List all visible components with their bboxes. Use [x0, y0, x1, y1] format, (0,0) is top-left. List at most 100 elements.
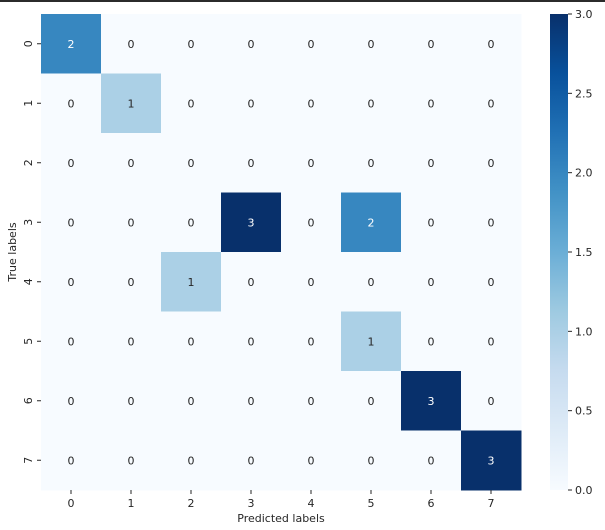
cell-value-label: 0 [188, 395, 195, 408]
cell-value-label: 0 [308, 395, 315, 408]
cell-value-label: 0 [308, 97, 315, 110]
heatmap-cell [401, 311, 462, 372]
cell-value-label: 0 [248, 335, 255, 348]
heatmap-cell [281, 430, 342, 491]
heatmap-cell [161, 73, 222, 134]
heatmap-cell [221, 252, 282, 312]
heatmap-cell [281, 73, 342, 134]
heatmap-cell [161, 14, 222, 74]
cell-value-label: 3 [248, 216, 255, 229]
cell-value-label: 0 [488, 335, 495, 348]
heatmap-cell [101, 192, 162, 253]
cell-value-label: 0 [488, 276, 495, 289]
heatmap-cell [41, 311, 102, 372]
x-tick-label: 1 [128, 497, 135, 510]
heatmap-cell [41, 252, 102, 312]
heatmap-cell [221, 192, 282, 253]
heatmap-cell [281, 133, 342, 193]
heatmap-cell [221, 14, 282, 74]
heatmap-cell [101, 73, 162, 134]
heatmap-cell [341, 14, 402, 74]
heatmap-cell [101, 311, 162, 372]
heatmap-cell [461, 252, 522, 312]
heatmap-cell [41, 430, 102, 491]
y-tick-label: 7 [22, 457, 35, 464]
heatmap-cell [461, 311, 522, 372]
heatmap-cell [461, 371, 522, 431]
y-tick-label: 1 [22, 100, 35, 107]
cell-value-label: 0 [488, 38, 495, 51]
y-tick-label: 4 [22, 278, 35, 285]
y-tick-label: 5 [22, 338, 35, 345]
x-tick-label: 7 [488, 497, 495, 510]
heatmap-cell [401, 430, 462, 491]
cell-value-label: 0 [488, 395, 495, 408]
cell-value-label: 0 [488, 216, 495, 229]
x-tick-label: 6 [428, 497, 435, 510]
cell-value-label: 0 [68, 157, 75, 170]
heatmap-cell [341, 311, 402, 372]
cell-value-label: 0 [428, 157, 435, 170]
cell-value-label: 1 [188, 276, 195, 289]
heatmap-cells: 2 0 0 0 0 0 0 0 0 1 0 0 0 0 0 0 0 0 0 0 0 0 0 0 0 0 0 3 0 2 0 0 0 0 1 0 0 0 0 0… [41, 14, 522, 491]
cell-value-label: 0 [248, 454, 255, 467]
colorbar-tick-label: 0.0 [575, 484, 593, 497]
cell-value-label: 0 [128, 38, 135, 51]
heatmap-cell [281, 14, 342, 74]
heatmap-cell [341, 252, 402, 312]
heatmap-cell [461, 14, 522, 74]
heatmap-cell [461, 430, 522, 491]
cell-value-label: 0 [308, 157, 315, 170]
colorbar-tick-label: 3.0 [575, 8, 593, 21]
heatmap-cell [341, 371, 402, 431]
cell-value-label: 0 [308, 276, 315, 289]
cell-value-label: 0 [428, 335, 435, 348]
cell-value-label: 0 [428, 216, 435, 229]
heatmap-cell [281, 192, 342, 253]
heatmap-cell [101, 133, 162, 193]
cell-value-label: 0 [368, 157, 375, 170]
cell-value-label: 0 [308, 454, 315, 467]
cell-value-label: 0 [368, 38, 375, 51]
cell-value-label: 0 [248, 97, 255, 110]
colorbar-tick-label: 2.5 [575, 87, 593, 100]
heatmap-cell [161, 192, 222, 253]
heatmap-cell [221, 73, 282, 134]
colorbar-tick-label: 0.5 [575, 405, 593, 418]
heatmap-cell [41, 192, 102, 253]
cell-value-label: 0 [308, 38, 315, 51]
cell-value-label: 0 [68, 335, 75, 348]
cell-value-label: 0 [128, 335, 135, 348]
cell-value-label: 0 [128, 276, 135, 289]
heatmap-cell [161, 133, 222, 193]
heatmap-cell [41, 73, 102, 134]
x-axis-ticks: 0 1 2 3 4 5 6 7 [68, 490, 495, 510]
heatmap-cell [401, 192, 462, 253]
heatmap-cell [221, 311, 282, 372]
heatmap-cell [281, 371, 342, 431]
cell-value-label: 0 [428, 97, 435, 110]
cell-value-label: 0 [188, 454, 195, 467]
x-tick-label: 0 [68, 497, 75, 510]
cell-value-label: 0 [308, 335, 315, 348]
heatmap-cell [281, 311, 342, 372]
cell-value-label: 0 [248, 38, 255, 51]
cell-value-label: 0 [68, 395, 75, 408]
x-tick-label: 4 [308, 497, 315, 510]
heatmap-cell [401, 133, 462, 193]
cell-value-label: 3 [488, 454, 495, 467]
heatmap-cell [41, 371, 102, 431]
cell-value-label: 1 [368, 335, 375, 348]
top-border [0, 0, 605, 2]
x-tick-label: 3 [248, 497, 255, 510]
heatmap-cell [341, 430, 402, 491]
cell-value-label: 0 [368, 97, 375, 110]
colorbar-tick-label: 1.0 [575, 325, 593, 338]
y-tick-label: 6 [22, 397, 35, 404]
cell-value-label: 2 [368, 216, 375, 229]
cell-value-label: 0 [368, 454, 375, 467]
cell-value-label: 0 [428, 38, 435, 51]
heatmap-cell [101, 252, 162, 312]
cell-value-label: 0 [68, 454, 75, 467]
